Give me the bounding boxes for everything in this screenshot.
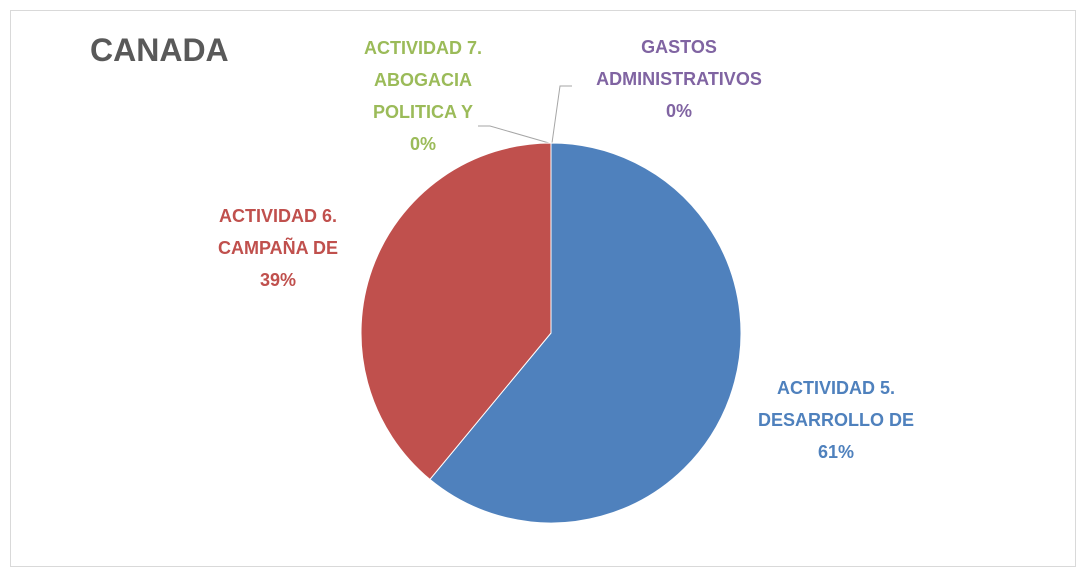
label-category: ACTIVIDAD 7. ABOGACIA POLITICA Y — [363, 38, 482, 122]
label-value: 61% — [817, 442, 855, 462]
label-category: ACTIVIDAD 5. DESARROLLO DE — [757, 378, 914, 430]
label-value: 0% — [409, 134, 436, 154]
label-value: 39% — [259, 270, 297, 290]
data-label: GASTOS ADMINISTRATIVOS 0% — [588, 31, 770, 127]
label-value: 0% — [665, 101, 692, 121]
label-category: ACTIVIDAD 6. CAMPAÑA DE — [218, 206, 338, 258]
data-label: ACTIVIDAD 7. ABOGACIA POLITICA Y 0% — [348, 32, 498, 160]
label-category: GASTOS ADMINISTRATIVOS — [596, 37, 762, 89]
data-label: ACTIVIDAD 5. DESARROLLO DE 61% — [736, 372, 936, 468]
pie-slice — [360, 142, 552, 481]
leader-line — [551, 85, 572, 144]
leader-line — [478, 125, 550, 144]
pie-slice — [429, 142, 742, 524]
data-label: ACTIVIDAD 6. CAMPAÑA DE 39% — [193, 200, 363, 296]
chart-title: CANADA — [90, 32, 229, 68]
